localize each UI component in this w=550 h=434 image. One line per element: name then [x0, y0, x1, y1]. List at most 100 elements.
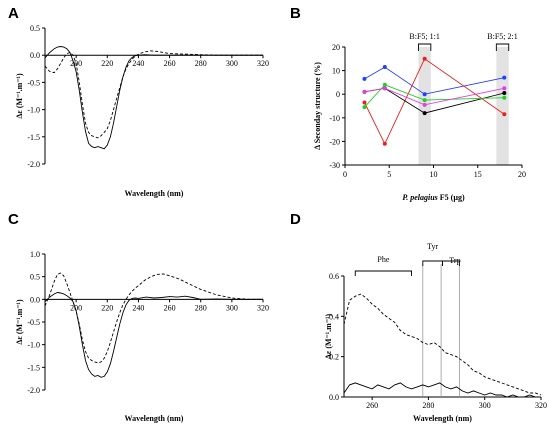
- panel-c-y-tick-label: -1.0: [27, 341, 40, 350]
- panel-a-x-tick-label: 320: [257, 59, 269, 68]
- panel-b-data-point: [382, 65, 387, 70]
- panel-b-y-tick-label: -30: [329, 161, 340, 170]
- panel-b-series-line: [364, 84, 505, 108]
- panel-a-x-tick-label: 240: [132, 59, 144, 68]
- panel-b-shaded-band: [496, 47, 509, 165]
- panel-b-data-point: [422, 92, 427, 97]
- panel-a-y-tick-label: -1.0: [27, 106, 40, 115]
- panel-c-x-tick-label: 300: [226, 303, 238, 312]
- panel-c-y-tick-label: 0.5: [30, 273, 40, 282]
- panel-a-y-tick-label: 0.5: [30, 24, 40, 33]
- panel-b-data-point: [422, 111, 427, 116]
- panel-c-x-axis-label: Wavelength (nm): [125, 414, 184, 423]
- panel-d-x-tick-label: 300: [479, 401, 491, 410]
- panel-label-b: B: [290, 5, 301, 22]
- panel-b-x-tick-label: 0: [343, 170, 347, 179]
- panel-b-data-point: [422, 102, 427, 107]
- panel-b-series-line: [364, 66, 505, 95]
- panel-c-y-tick-label: -2.0: [27, 386, 40, 395]
- panel-b-y-tick-label: 10: [332, 67, 340, 76]
- panel-b-x-axis-label-italic: P. pelagius: [402, 193, 437, 202]
- panel-a-x-axis-label: Wavelength (nm): [125, 189, 184, 198]
- panel-a-x-tick-label: 260: [164, 59, 176, 68]
- panel-a-x-tick-label: 220: [101, 59, 113, 68]
- panel-a-series-dashed-line: [44, 50, 263, 139]
- panel-c-x-tick-label: 320: [257, 303, 269, 312]
- panel-label-c: C: [8, 211, 19, 228]
- panel-b-annotation-label: B:F5; 2:1: [487, 32, 517, 41]
- panel-c-y-axis-label: Δε (M⁻¹.m⁻¹): [15, 299, 24, 345]
- panel-b-annotation-bracket: [495, 43, 510, 51]
- panel-b-x-tick-label: 10: [430, 170, 438, 179]
- panel-b-x-tick-label: 20: [518, 170, 526, 179]
- panel-d-y-tick-label: 0.6: [329, 272, 339, 281]
- panel-c-chart: 1.0 0.5 0.0 -0.5 -1.0 -1.5 -2.0 200 220 240 260 280…: [15, 250, 269, 423]
- panel-b-annotation-label: B:F5; 1:1: [409, 32, 439, 41]
- panel-b-y-tick-label: 0: [336, 90, 340, 99]
- panel-d-range-label: Phe: [377, 255, 389, 264]
- panel-c-x-tick-label: 260: [164, 303, 176, 312]
- panel-c-series-solid-line: [44, 292, 263, 378]
- panel-d-y-tick-label: 0.4: [329, 312, 339, 321]
- panel-d-x-tick-label: 320: [535, 401, 547, 410]
- panel-a-y-tick-label: -2.0: [27, 160, 40, 169]
- panel-b-data-point: [502, 91, 507, 96]
- panel-b-data-point: [382, 86, 387, 91]
- panel-b-data-point: [502, 75, 507, 80]
- panel-a-y-tick-label: -0.5: [27, 78, 40, 87]
- panel-c-series-dashed-line: [44, 272, 263, 364]
- panel-c-y-tick-label: -0.5: [27, 318, 40, 327]
- panel-b-y-tick-label: -10: [329, 114, 340, 123]
- panel-a-x-tick-label: 300: [226, 59, 238, 68]
- panel-b-x-tick-label: 15: [474, 170, 482, 179]
- panel-d-y-tick-label: 0.0: [329, 393, 339, 402]
- panel-b-data-point: [362, 89, 367, 94]
- panel-a-x-tick-label: 280: [195, 59, 207, 68]
- panel-d-series-solid-line: [343, 382, 541, 398]
- panel-b-series-line: [364, 58, 505, 145]
- panel-d-x-tick-label: 280: [422, 401, 434, 410]
- panel-label-a: A: [8, 5, 19, 22]
- panel-d-y-tick-label: 0.2: [329, 353, 339, 362]
- panel-c-y-tick-label: 0.0: [30, 295, 40, 304]
- panel-c-x-tick-label: 200: [70, 303, 82, 312]
- panel-c-y-tick-label: -1.5: [27, 363, 40, 372]
- panel-c-x-tick-label: 240: [132, 303, 144, 312]
- panel-b-y-axis-label: Δ Seconday structure (%): [313, 62, 322, 150]
- panel-b-data-point: [362, 105, 367, 110]
- panel-d-range-label: Trp: [449, 256, 460, 265]
- panel-d-x-tick-label: 260: [366, 401, 378, 410]
- panel-d-range-bracket: [422, 260, 443, 266]
- panel-b-series-line: [364, 87, 505, 106]
- panel-b-annotation-bracket: [418, 43, 432, 51]
- panel-b-y-tick-label: 20: [332, 43, 340, 52]
- panel-b-data-point: [362, 100, 367, 105]
- panel-a-y-tick-label: -1.5: [27, 133, 40, 142]
- panel-d-range-bracket: [442, 260, 460, 266]
- panel-d-y-axis-label: Δε (M⁻¹.m⁻¹): [324, 314, 333, 360]
- panel-b-y-tick-label: -20: [329, 137, 340, 146]
- panel-d-chart: 0.0 0.2 0.4 0.6 260 280 300 320 Wavelength (nm) Δ…: [324, 242, 547, 423]
- panel-b-x-axis-label: P. pelagius F5 (µg): [402, 193, 465, 202]
- panel-b-data-point: [502, 112, 507, 117]
- panel-c-y-tick-label: 1.0: [30, 250, 40, 259]
- panel-b-x-tick-label: 5: [387, 170, 391, 179]
- panel-d-range-bracket: [354, 270, 412, 276]
- panel-d-range-label: Tyr: [427, 242, 438, 251]
- panel-b-data-point: [422, 98, 427, 103]
- panel-b-data-point: [362, 76, 367, 81]
- panel-label-d: D: [290, 211, 301, 228]
- panel-b-data-point: [502, 95, 507, 100]
- panel-d-series-dashed-line: [343, 293, 542, 396]
- panel-b-data-point: [382, 82, 387, 87]
- panel-a-y-axis-label: Δε (M⁻¹.m⁻¹): [15, 73, 24, 119]
- panel-c-x-tick-label: 280: [195, 303, 207, 312]
- panel-a-y-tick-label: 0.0: [30, 51, 40, 60]
- panel-b-data-point: [502, 86, 507, 91]
- panel-b-data-point: [382, 141, 387, 146]
- panel-b-x-axis-label-unit: F5 (µg): [438, 193, 465, 202]
- panel-a-series-solid-line: [44, 46, 263, 150]
